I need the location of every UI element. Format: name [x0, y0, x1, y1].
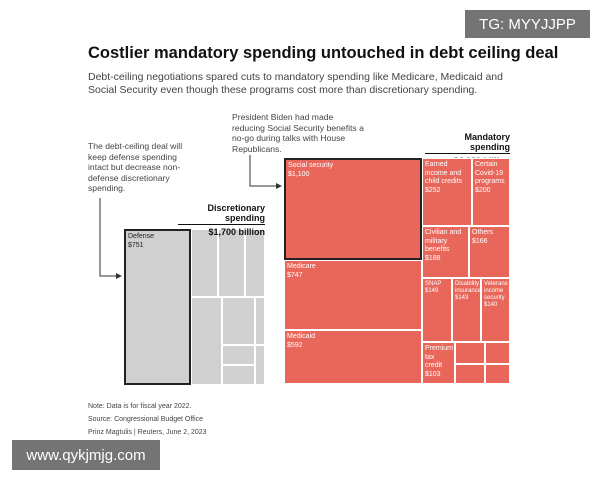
- subtitle: Debt-ceiling negotiations spared cuts to…: [88, 71, 503, 96]
- cell-name: SNAP: [425, 281, 442, 287]
- cell-name: Medicare: [287, 263, 316, 270]
- treemap-cell: Premium tax credit $103: [422, 342, 455, 384]
- watermark: www.qykjmjg.com: [12, 440, 160, 470]
- annotation: The debt-ceiling deal will keep defense …: [88, 141, 183, 193]
- cell-value: $103: [425, 370, 441, 378]
- group-name: Discretionary spending: [178, 203, 265, 225]
- cell-name: Veterans income security: [484, 281, 508, 301]
- treemap-cell: Defense $751: [124, 229, 191, 385]
- note: Source: Congressional Budget Office: [88, 416, 204, 423]
- watermark: TG: MYYJJPP: [465, 10, 590, 38]
- cell-name: Social security: [288, 162, 334, 169]
- group-header: Discretionary spending $1,700 billion: [178, 203, 265, 237]
- treemap-cell: SNAP $149: [422, 278, 452, 342]
- annotation: President Biden had made reducing Social…: [232, 112, 364, 154]
- block: [485, 342, 510, 364]
- treemap-cell: Medicaid $592: [284, 330, 422, 384]
- cell-name: Defense: [128, 233, 155, 240]
- cell-value: $200: [475, 186, 491, 194]
- treemap-cell: Civilian and military benefits $188: [422, 226, 469, 278]
- cell-value: $252: [425, 186, 441, 194]
- note: Note: Data is for fiscal year 2022.: [88, 403, 192, 410]
- treemap-cell: Others $166: [469, 226, 510, 278]
- block: [191, 229, 218, 297]
- cell-value: $149: [425, 288, 439, 294]
- treemap-cell: Earned income and child credits $252: [422, 158, 472, 226]
- block: [485, 364, 510, 384]
- title: Costlier mandatory spending untouched in…: [88, 44, 559, 62]
- block: [218, 229, 245, 297]
- cell-value: $747: [287, 271, 303, 279]
- cell-value: $143: [455, 295, 469, 301]
- group-total: $1,700 billion: [208, 227, 265, 237]
- block: [455, 364, 485, 384]
- cell-name: Medicaid: [287, 333, 316, 340]
- cell-value: $188: [425, 254, 441, 262]
- cell-name: Premium tax credit: [425, 345, 454, 369]
- cell-name: Civilian and military benefits: [425, 229, 462, 253]
- block: [222, 345, 255, 365]
- arrow: [99, 198, 122, 279]
- block: [222, 297, 255, 345]
- cell-name: Others: [472, 229, 494, 236]
- treemap-cell: Medicare $747: [284, 260, 422, 330]
- cell-value: $592: [287, 341, 303, 349]
- block: [455, 342, 485, 364]
- cell-name: Earned income and child credits: [425, 161, 462, 185]
- treemap-cell: Social security $1,100: [284, 158, 422, 260]
- note: Prinz Magtulis | Reuters, June 2, 2023: [88, 429, 207, 436]
- cell-name: Certain Covid-19 programs: [475, 161, 505, 185]
- block: [255, 297, 265, 345]
- cell-name: Disability insurance: [455, 281, 481, 294]
- block: [255, 345, 265, 385]
- treemap-cell: Certain Covid-19 programs $200: [472, 158, 510, 226]
- cell-value: $140: [484, 302, 498, 308]
- arrow: [249, 155, 282, 189]
- treemap-cell: Disability insurance $143: [452, 278, 481, 342]
- block: [191, 297, 222, 385]
- block: [222, 365, 255, 385]
- cell-value: $1,100: [288, 170, 310, 178]
- cell-value: $166: [472, 237, 488, 245]
- cell-value: $751: [128, 241, 144, 249]
- group-name: Mandatory spending: [425, 132, 510, 154]
- block: [245, 229, 265, 297]
- treemap-cell: Veterans income security $140: [481, 278, 510, 342]
